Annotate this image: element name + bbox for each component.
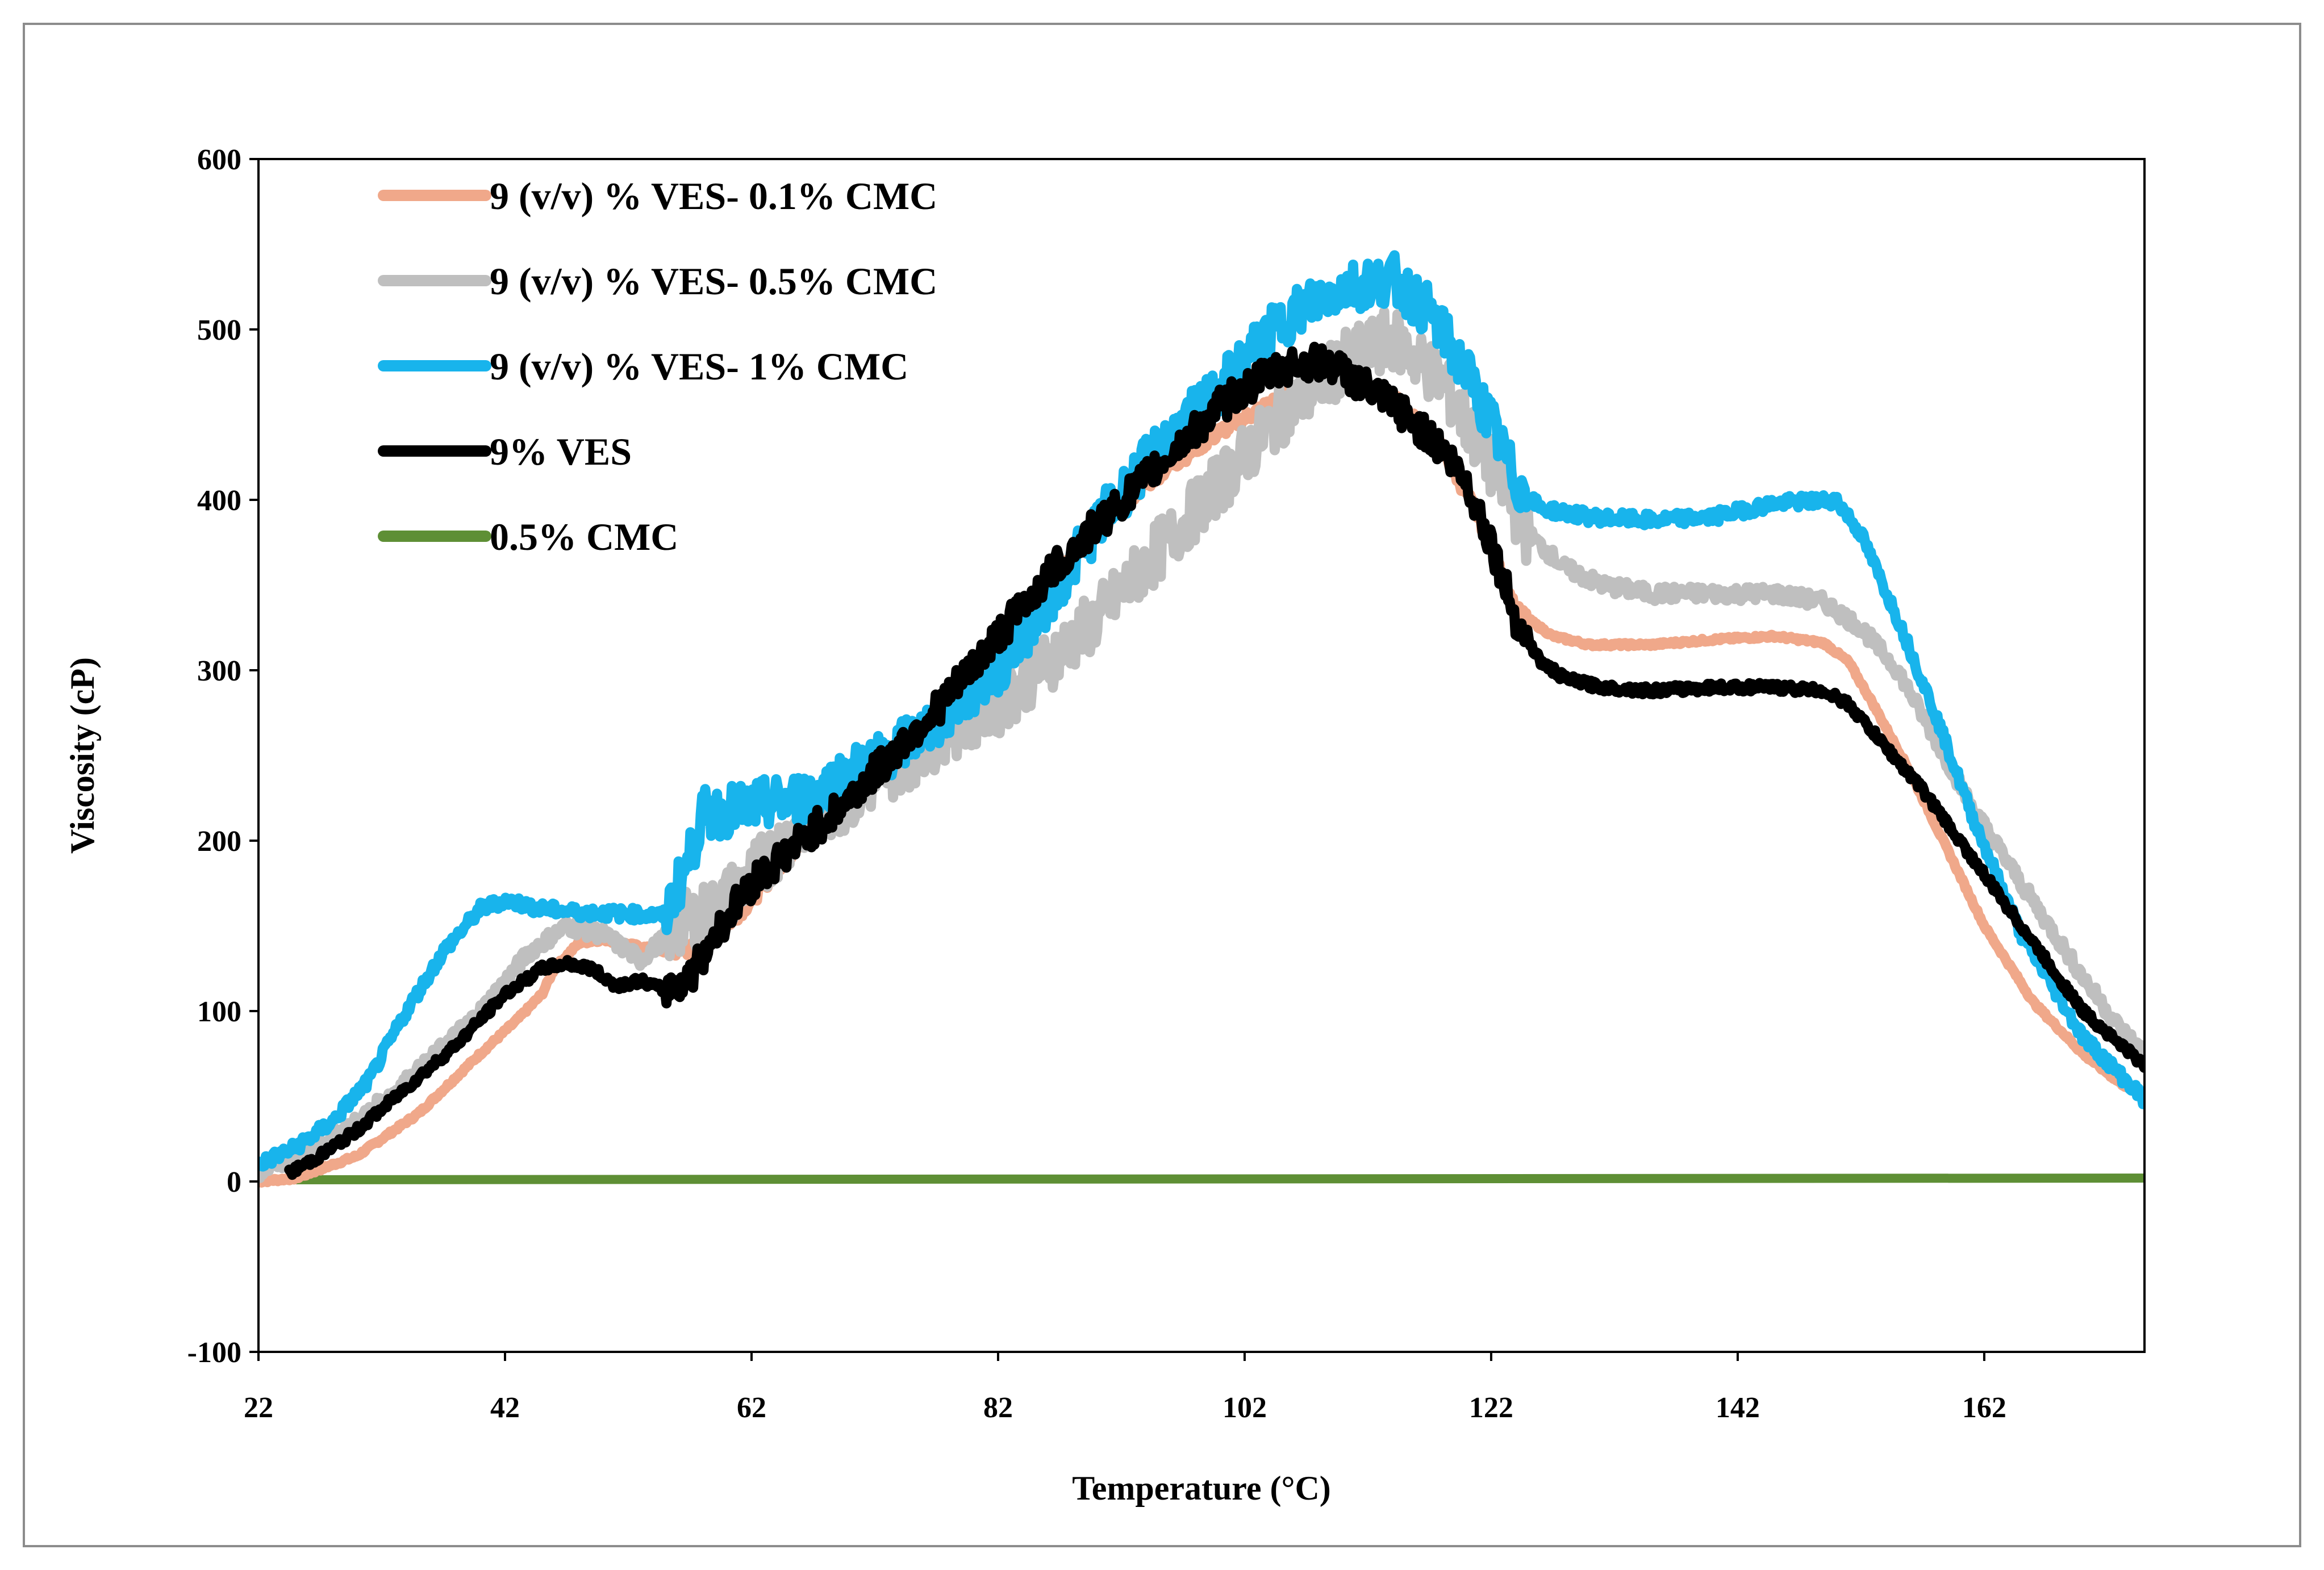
legend-label-0: 9 (v/v) % VES- 0.1% CMC: [490, 174, 937, 218]
axis-ticks: -100 0 100 200 300 400 500 600 22 42 62 82 102 122 142…: [187, 144, 2006, 1424]
series-line-4: [258, 1174, 2144, 1184]
legend: 9 (v/v) % VES- 0.1% CMC 9 (v/v) % VES- 0.…: [378, 174, 937, 558]
series-line-2: [258, 250, 2144, 1172]
y-tick-label: 200: [197, 825, 241, 858]
x-tick-label: 162: [1962, 1392, 2006, 1424]
y-tick-label: -100: [187, 1337, 241, 1369]
series-line-3: [284, 341, 2144, 1180]
y-axis-title: Viscosity (cP): [64, 657, 101, 854]
legend-label-1: 9 (v/v) % VES- 0.5% CMC: [490, 260, 937, 303]
x-tick-label: 102: [1223, 1392, 1267, 1424]
x-tick-label: 82: [983, 1392, 1013, 1424]
x-tick-label: 62: [737, 1392, 766, 1424]
x-tick-label: 122: [1469, 1392, 1513, 1424]
y-tick-label: 400: [197, 485, 241, 517]
legend-label-2: 9 (v/v) % VES- 1% CMC: [490, 345, 908, 388]
x-tick-label: 22: [244, 1392, 273, 1424]
y-tick-label: 100: [197, 996, 241, 1028]
series-line-1: [258, 306, 2144, 1183]
series-line-0: [258, 370, 2144, 1188]
y-tick-label: 500: [197, 314, 241, 346]
plot-area-border: [257, 158, 2146, 1353]
x-axis-title: Temperature (°C): [1072, 1469, 1331, 1507]
legend-label-4: 0.5% CMC: [490, 515, 678, 558]
y-tick-label: 300: [197, 655, 241, 687]
x-tick-label: 42: [490, 1392, 520, 1424]
y-tick-label: 0: [227, 1166, 241, 1199]
y-tick-label: 600: [197, 144, 241, 176]
x-tick-label: 142: [1716, 1392, 1760, 1424]
series-layer: [258, 250, 2144, 1188]
legend-label-3: 9% VES: [490, 430, 632, 473]
